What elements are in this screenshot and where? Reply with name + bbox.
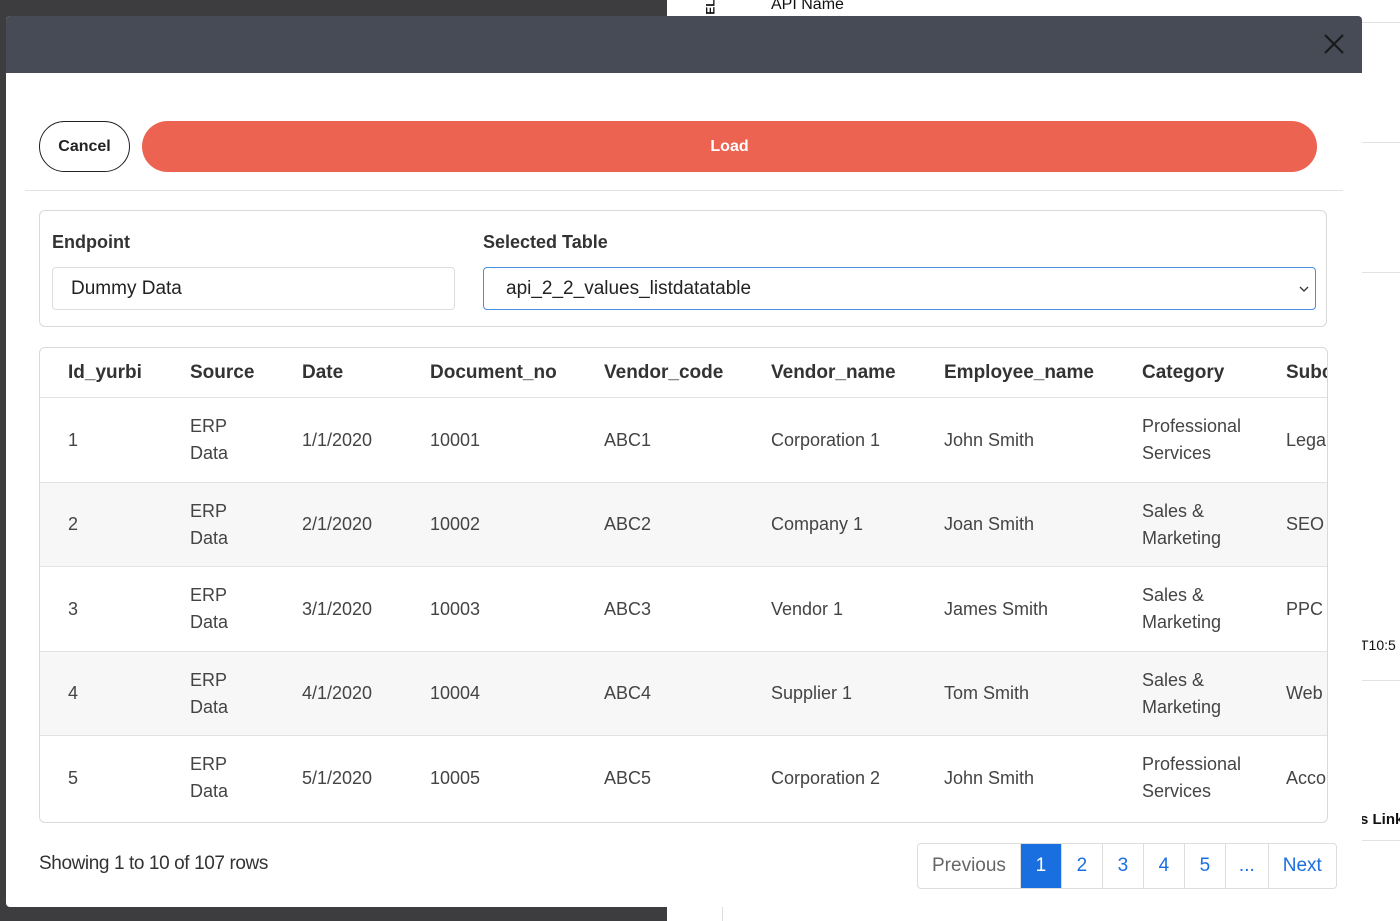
page-button[interactable]: 5 [1183, 844, 1225, 888]
column-header: Date [302, 362, 344, 383]
table-cell: Tom Smith [944, 683, 1030, 704]
table-row: 5 ERP Data 5/1/2020 10005 ABC5 Corporation 2 J… [40, 735, 1327, 821]
bg-text: T10:5 [1360, 637, 1396, 653]
table-cell: 5 [68, 767, 79, 788]
table-cell: ERP Data [190, 754, 229, 802]
table-cell: 3/1/2020 [302, 598, 373, 619]
table-cell: 2/1/2020 [302, 514, 373, 535]
table-cell: Professional Services [1142, 416, 1242, 463]
bg-text: s Link [1360, 811, 1400, 828]
table-cell: 4 [68, 683, 79, 704]
table-cell: Vendor 1 [771, 598, 844, 619]
table-cell: Web [1286, 683, 1323, 704]
table-cell: Company 1 [771, 514, 864, 535]
table-cell: 3 [68, 598, 79, 619]
page-button[interactable]: 2 [1060, 844, 1102, 888]
table-cell: Corporation 1 [771, 429, 881, 450]
column-header: Id_yurbi [68, 362, 142, 383]
table-cell: ERP Data [190, 500, 229, 548]
pagination: Previous 1 2 3 4 5... Next [917, 843, 1337, 889]
table-cell: John Smith [944, 429, 1035, 450]
table-cell: Lega [1286, 429, 1327, 450]
table-cell: 10005 [430, 767, 481, 788]
field-label: Selected Table [483, 232, 608, 252]
column-header: Employee_name [944, 362, 1094, 383]
table-cell: ERP Data [190, 416, 229, 463]
page-button[interactable]: 3 [1101, 844, 1143, 888]
settings-panel [39, 210, 1327, 327]
table-cell: ABC2 [604, 514, 652, 535]
dropdown-caret [1299, 286, 1309, 292]
column-header: Category [1142, 362, 1225, 383]
column-header: Vendor_code [604, 362, 724, 383]
table-cell: 10002 [430, 514, 481, 535]
table-cell: 5/1/2020 [302, 767, 373, 788]
table-cell: 10003 [430, 598, 481, 619]
table-select[interactable]: api_2_2_values_listdatatable [483, 267, 1316, 310]
table-cell: Sales & Marketing [1142, 669, 1222, 717]
table-row: 2 ERP Data 2/1/2020 10002 ABC2 Company 1 Joan … [40, 481, 1327, 567]
table-cell: ABC4 [604, 683, 652, 704]
row-count: Showing 1 to 10 of 107 rows [39, 853, 268, 874]
table-cell: John Smith [944, 767, 1035, 788]
table-cell: ERP Data [190, 585, 229, 633]
table-cell: ABC5 [604, 767, 652, 788]
table-cell: James Smith [944, 598, 1049, 619]
column-header: Document_no [430, 362, 557, 383]
bg-line [1360, 272, 1400, 273]
modal-header [6, 16, 1362, 73]
table-cell: 10001 [430, 429, 481, 450]
table-cell: Professional Services [1142, 754, 1242, 802]
table-cell: SEO [1286, 514, 1325, 535]
next-button[interactable]: Next [1267, 844, 1336, 888]
separator [25, 190, 1343, 191]
bg-text: API Name [771, 0, 844, 13]
bg-line [1360, 680, 1400, 681]
table-cell: PPC [1286, 598, 1324, 619]
column-header: Subc [1286, 362, 1328, 383]
table-cell: 10004 [430, 683, 481, 704]
select-value: api_2_2_values_listdatatable [506, 277, 752, 299]
column-header: Source [190, 362, 255, 383]
table-cell: ERP Data [190, 669, 229, 717]
column-header: Vendor_name [771, 362, 896, 383]
table-cell: ABC3 [604, 598, 652, 619]
previous-button[interactable]: Previous [932, 855, 1006, 876]
table-row: 3 ERP Data 3/1/2020 10003 ABC3 Vendor 1 James … [40, 566, 1327, 652]
page-button[interactable]: ... [1224, 844, 1268, 888]
table-cell: Supplier 1 [771, 683, 853, 704]
page-button[interactable]: 1 [1019, 844, 1061, 888]
table-cell: 1 [68, 429, 79, 450]
cancel-button[interactable]: Cancel [39, 121, 130, 172]
modal: Cancel Load Endpoint Selected Table Dumm… [6, 16, 1362, 907]
table-cell: Acco [1286, 767, 1327, 788]
table-cell: 1/1/2020 [302, 429, 373, 450]
field-label: Endpoint [52, 232, 130, 252]
table-row: 4 ERP Data 4/1/2020 10004 ABC4 Supplier 1 Tom … [40, 650, 1327, 736]
table-cell: ABC1 [604, 429, 652, 450]
table-cell: Joan Smith [944, 514, 1035, 535]
endpoint-input[interactable]: Dummy Data [52, 267, 455, 310]
bg-text: EL [703, 0, 718, 15]
table-row: 1 ERP Data 1/1/2020 10001 ABC1 Corporation 1 J… [40, 397, 1327, 482]
table-cell: Sales & Marketing [1142, 585, 1222, 633]
data-table: Id_yurbi Source Date Document_no Vendor_code… [39, 347, 1328, 823]
page-button[interactable]: 4 [1142, 844, 1184, 888]
table-cell: 4/1/2020 [302, 683, 373, 704]
bg-line [722, 900, 723, 921]
table-cell: Corporation 2 [771, 767, 881, 788]
close-button[interactable] [1322, 32, 1346, 56]
table-cell: 2 [68, 514, 79, 535]
bg-line [1360, 840, 1400, 841]
load-button[interactable]: Load [142, 121, 1317, 172]
table-cell: Sales & Marketing [1142, 500, 1222, 548]
bg-line [1360, 142, 1400, 143]
